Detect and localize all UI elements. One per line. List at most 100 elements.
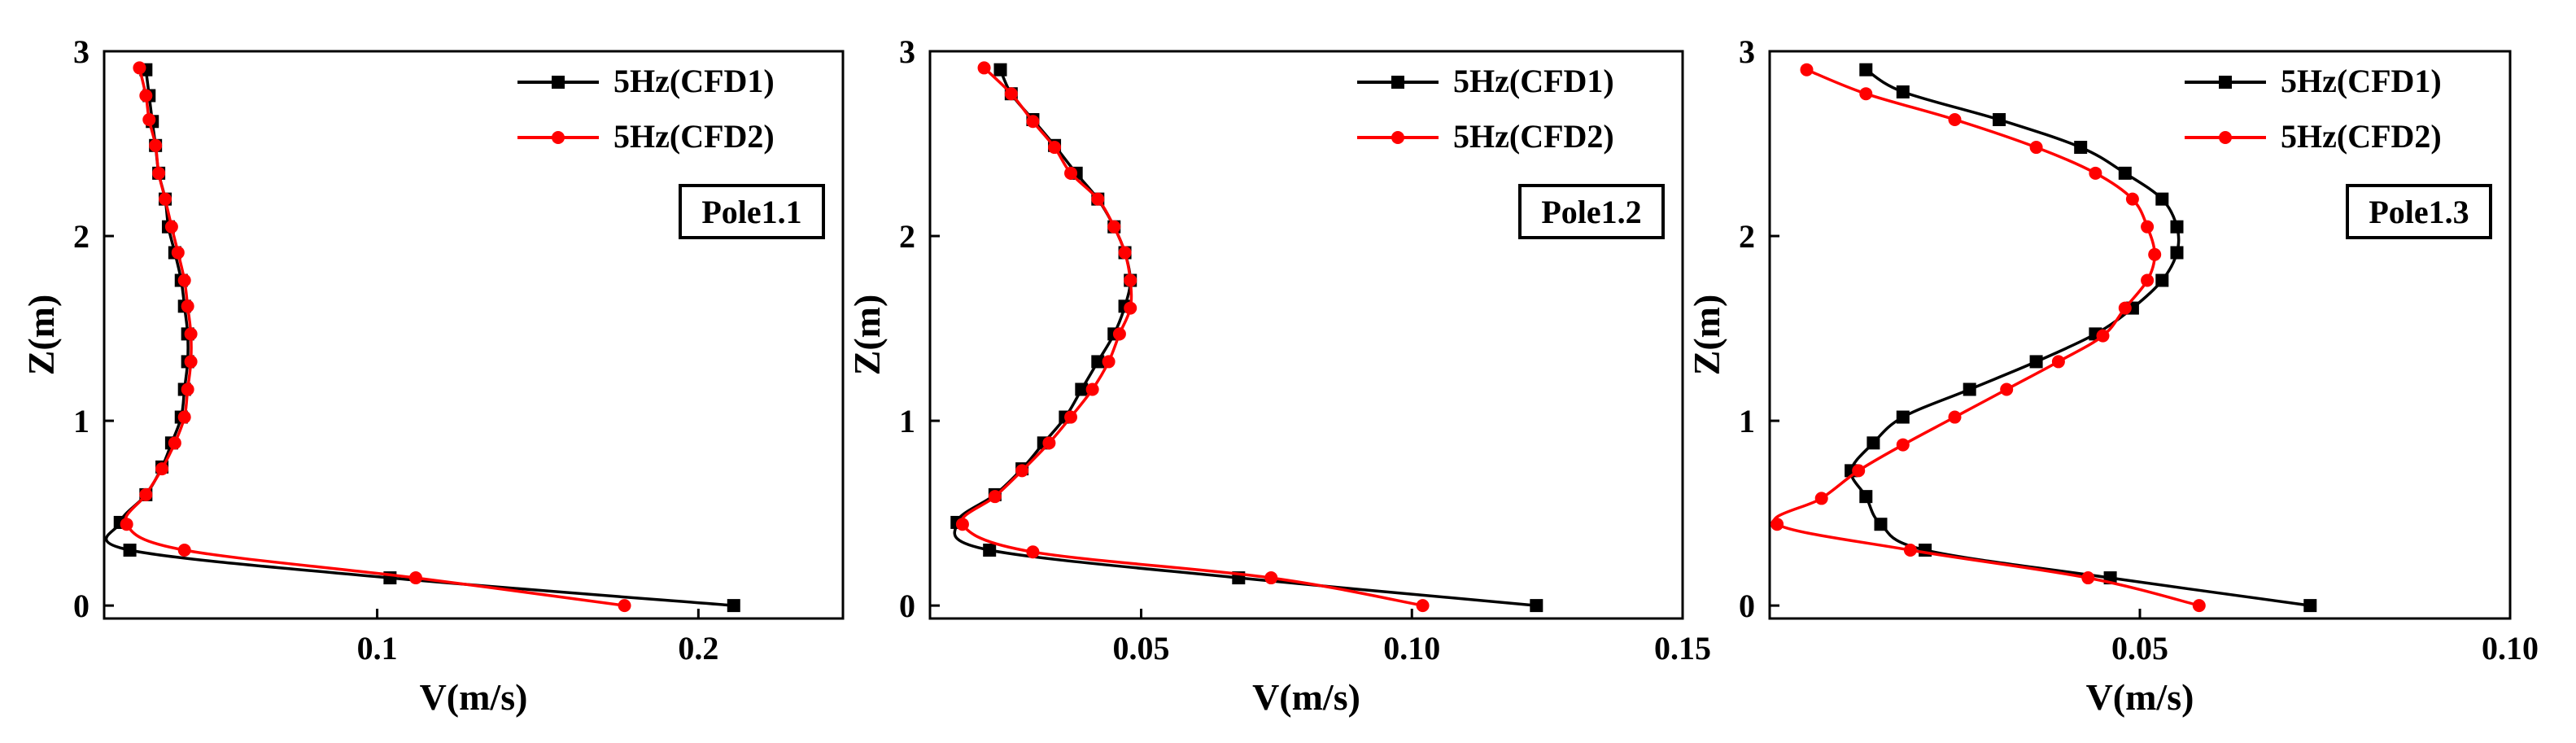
data-point (988, 490, 1002, 504)
data-point (1993, 113, 2006, 127)
x-tick-label: 0.10 (2482, 630, 2539, 667)
data-point (1948, 113, 1962, 127)
data-point (1091, 355, 1105, 369)
data-point (181, 299, 194, 313)
y-tick-label: 1 (73, 403, 90, 439)
data-point (1112, 327, 1126, 341)
data-point (1064, 410, 1078, 424)
data-point (2148, 247, 2162, 261)
data-point (1026, 545, 1040, 559)
data-point (2303, 599, 2317, 613)
y-axis-label: Z(m) (1686, 295, 1727, 376)
data-point (1042, 436, 1056, 450)
plot-frame (928, 50, 1684, 620)
data-point (2051, 355, 2065, 369)
data-point (2029, 355, 2043, 369)
x-tick-label: 0.2 (678, 630, 718, 667)
data-point (1896, 85, 1910, 98)
panel-tag-label: Pole1.3 (2369, 194, 2469, 230)
legend-marker (2219, 76, 2232, 89)
data-point (727, 599, 740, 613)
data-point (1896, 410, 1910, 424)
data-point (133, 61, 146, 75)
legend-label: 5Hz(CFD1) (1453, 63, 1614, 99)
legend-marker (1391, 76, 1404, 89)
chart-panel-1: 0.1 0.2 0 1 2 3 V(m/s) Z(m) 5Hz(CFD1) 5Hz(CFD2) Po… (20, 33, 845, 718)
data-point (2118, 301, 2132, 315)
data-point (1004, 87, 1018, 101)
data-point (1903, 543, 1917, 557)
data-point (139, 487, 153, 501)
panel-tag-box (679, 184, 825, 239)
legend-label: 5Hz(CFD1) (2281, 63, 2442, 99)
data-point (408, 571, 422, 585)
data-point (1107, 220, 1121, 234)
data-point (164, 220, 178, 234)
data-point (1416, 599, 1430, 613)
legend-label: 5Hz(CFD2) (613, 118, 775, 155)
y-tick-label: 0 (73, 588, 90, 624)
data-point (1075, 382, 1089, 396)
legend-label: 5Hz(CFD2) (2281, 118, 2442, 155)
y-tick-label: 2 (899, 218, 915, 255)
data-point (2074, 141, 2088, 155)
y-tick-label: 2 (1739, 218, 1755, 255)
y-tick-label: 3 (1739, 33, 1755, 70)
data-point (1124, 273, 1137, 287)
y-tick-label: 1 (899, 403, 915, 439)
data-point (159, 192, 172, 206)
panel-tag-box (2346, 184, 2492, 239)
y-axis-label: Z(m) (20, 295, 62, 376)
data-point (2089, 166, 2102, 180)
data-point (142, 113, 156, 127)
data-point (149, 138, 163, 152)
data-point (177, 543, 191, 557)
y-tick-label: 1 (1739, 403, 1755, 439)
series-line-1 (953, 68, 1537, 607)
legend-marker (2219, 131, 2232, 144)
data-point (1896, 438, 1910, 452)
data-point (1770, 518, 1784, 531)
data-point (2141, 220, 2155, 234)
data-point (123, 543, 137, 557)
data-point (1264, 571, 1278, 585)
data-point (168, 436, 181, 450)
data-point (177, 273, 191, 287)
x-axis-label: V(m/s) (1252, 676, 1360, 718)
data-point (1814, 492, 1828, 505)
data-point (1102, 355, 1116, 369)
y-tick-label: 3 (73, 33, 90, 70)
data-point (618, 599, 631, 613)
data-point (1085, 382, 1099, 396)
data-point (1124, 301, 1137, 315)
legend-label: 5Hz(CFD1) (613, 63, 775, 99)
chart-panel-2: 0.05 0.10 0.15 0 1 2 3 V(m/s) Z(m) 5Hz(CFD1) 5Hz(C… (846, 33, 1711, 718)
data-point (993, 63, 1007, 76)
data-point (1867, 436, 1880, 450)
data-point (1859, 87, 1873, 101)
data-point (2155, 192, 2169, 206)
x-tick-label: 0.1 (357, 630, 398, 667)
data-point (1026, 115, 1040, 129)
data-point (1859, 490, 1873, 504)
data-point (1859, 63, 1873, 76)
series-line-2 (1773, 68, 2200, 607)
x-axis-label: V(m/s) (2086, 676, 2194, 718)
data-point (977, 61, 991, 75)
data-point (2118, 166, 2132, 180)
data-point (181, 382, 194, 396)
series-line-2 (960, 67, 1423, 607)
chart-panel-3: 0.05 0.10 0 1 2 3 V(m/s) Z(m) 5Hz(CFD1) 5Hz(CFD2)… (1686, 33, 2539, 718)
data-point (2141, 273, 2155, 287)
data-point (1530, 599, 1543, 613)
data-point (155, 462, 169, 476)
panel-tag-label: Pole1.1 (701, 194, 801, 230)
legend-marker (552, 131, 565, 144)
y-tick-label: 0 (1739, 588, 1755, 624)
data-point (1064, 166, 1078, 180)
data-point (2155, 273, 2169, 287)
data-point (2192, 599, 2206, 613)
series-line-2 (124, 68, 625, 607)
x-tick-label: 0.05 (1113, 630, 1170, 667)
